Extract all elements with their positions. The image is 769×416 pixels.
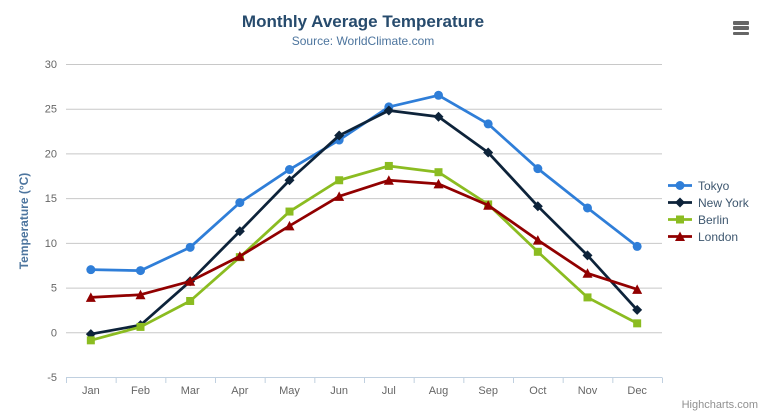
data-point-new-york[interactable] [284,175,295,186]
series-line-new-york [89,109,639,336]
data-point-tokyo[interactable] [434,90,443,100]
legend-item-berlin[interactable]: Berlin [667,212,749,227]
data-point-new-york[interactable] [433,111,444,122]
y-tick-label: 10 [45,238,57,250]
x-tick-label: Feb [131,385,150,397]
data-point-berlin[interactable] [285,207,294,216]
legend-symbol-marker[interactable] [676,215,684,224]
data-point-berlin[interactable] [86,336,95,345]
x-tick-label: Apr [231,385,248,397]
data-point-london[interactable] [334,191,345,201]
data-point-tokyo[interactable] [86,265,96,275]
series-line-berlin [89,164,639,342]
y-tick-label: 0 [51,327,57,339]
x-tick-label: Sep [478,385,498,397]
hamburger-icon [733,31,749,35]
legend-symbol-marker[interactable] [675,231,685,242]
data-point-tokyo[interactable] [483,119,493,129]
data-point-new-york[interactable] [582,250,593,261]
series-london [85,175,643,302]
new-york-diamond-icon [668,197,692,208]
legend-item-label: Berlin [698,212,729,227]
data-point-london[interactable] [383,175,394,185]
credits-link[interactable]: Highcharts.com [681,399,758,411]
y-tick-label: 30 [45,59,57,71]
x-tick-label: May [279,385,300,397]
chart-title: Monthly Average Temperature [241,12,485,31]
data-point-london[interactable] [483,200,494,210]
y-tick-label: -5 [47,372,57,384]
export-menu-button[interactable] [733,21,750,35]
gridlines [66,64,662,378]
data-point-berlin[interactable] [583,293,592,302]
legend-item-tokyo[interactable]: Tokyo [667,178,749,193]
data-point-london[interactable] [632,284,643,294]
london-triangle-icon [668,231,692,242]
hamburger-icon [733,26,749,30]
chart-subtitle: Source: WorldClimate.com [291,34,435,48]
data-point-new-york[interactable] [532,201,543,212]
data-point-london[interactable] [582,268,593,278]
data-point-london[interactable] [284,220,295,231]
x-tick-label: Mar [181,385,200,397]
y-tick-label: 5 [51,283,57,295]
data-point-london[interactable] [532,235,543,245]
data-point-tokyo[interactable] [285,165,294,175]
data-point-london[interactable] [185,276,196,286]
legend-item-label: Tokyo [698,178,730,193]
legend-symbol-marker[interactable] [675,181,685,190]
data-point-london[interactable] [85,292,96,302]
data-point-london[interactable] [234,251,245,261]
data-point-berlin[interactable] [136,322,145,331]
legend-item-label: New York [698,195,749,210]
data-point-berlin[interactable] [384,161,393,170]
legend-item-london[interactable]: London [667,229,749,244]
hamburger-icon [733,21,749,25]
data-point-berlin[interactable] [335,176,344,185]
legend-item-new-york[interactable]: New York [667,195,749,210]
data-point-berlin[interactable] [633,319,642,328]
data-point-berlin[interactable] [434,168,443,177]
x-tick-label: Jun [330,385,348,397]
legend: Tokyo New York Berlin London [667,178,749,244]
x-tick-label: Nov [578,385,598,397]
data-point-tokyo[interactable] [185,242,195,252]
y-tick-label: 20 [45,148,57,160]
data-point-tokyo[interactable] [632,241,642,251]
x-tick-label: Oct [529,385,546,397]
data-point-berlin[interactable] [186,296,195,305]
data-point-london[interactable] [135,289,146,300]
data-point-new-york[interactable] [234,226,245,237]
data-point-new-york[interactable] [334,130,345,141]
tokyo-circle-icon [668,181,692,190]
series-berlin [86,161,642,345]
x-tick-label: Dec [627,385,647,397]
x-tick-label: Aug [429,385,449,397]
data-point-tokyo[interactable] [136,266,145,276]
data-point-new-york[interactable] [383,105,394,116]
series-tokyo [86,90,642,276]
data-point-new-york[interactable] [632,304,643,315]
y-axis-labels: -5 0 5 10 15 20 25 30 [45,59,57,384]
y-axis-title: Temperature (°C) [17,172,31,270]
legend-item-label: London [698,229,739,244]
data-point-tokyo[interactable] [533,164,543,174]
x-axis: Jan Feb Mar Apr May Jun Jul Aug Sep Oct Nov Dec [66,377,663,397]
data-point-london[interactable] [433,178,444,189]
x-tick-label: Jan [82,385,100,397]
x-tick-label: Jul [382,385,396,397]
data-point-berlin[interactable] [533,247,542,256]
series-line-london [89,178,639,299]
data-point-new-york[interactable] [483,147,494,158]
y-tick-label: 25 [45,104,57,116]
series-new-york [85,105,643,340]
data-point-tokyo[interactable] [235,198,245,208]
y-tick-label: 15 [45,193,57,205]
legend-symbol-marker[interactable] [675,197,685,208]
data-point-tokyo[interactable] [583,203,592,213]
berlin-square-icon [668,215,692,224]
